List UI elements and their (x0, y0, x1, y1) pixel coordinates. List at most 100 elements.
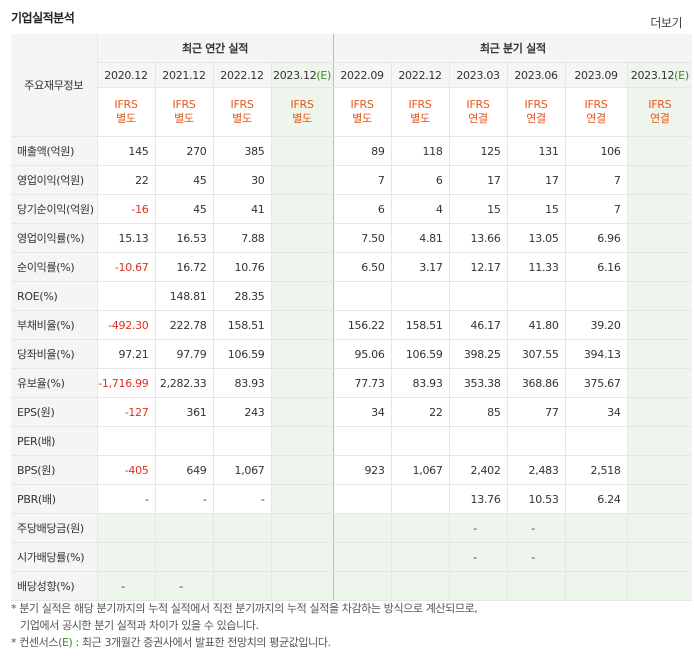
table-cell (271, 426, 334, 456)
table-cell (271, 194, 334, 224)
table-cell (391, 542, 450, 572)
table-cell (627, 165, 693, 195)
table-cell: -405 (97, 455, 156, 485)
row-label: 시가배당률(%) (11, 542, 98, 572)
table-cell (333, 281, 392, 311)
ifrs-label: IFRS 별도 (391, 87, 450, 137)
table-cell (271, 281, 334, 311)
ifrs-label: IFRS 별도 (271, 87, 334, 137)
table-row: 부채비율(%) -492.30 222.78 158.51 156.22 158.51 46… (11, 310, 693, 340)
row-label: BPS(원) (11, 455, 98, 485)
period-header: 2022.09 (333, 62, 392, 88)
row-label: 부채비율(%) (11, 310, 98, 340)
table-cell (391, 571, 450, 601)
table-cell: 145 (97, 136, 156, 166)
table-row: BPS(원) -405 649 1,067 923 1,067 2,402 2,483 2,51… (11, 455, 693, 485)
row-label: EPS(원) (11, 397, 98, 427)
table-cell: 97.21 (97, 339, 156, 369)
ifrs-label: IFRS 연결 (507, 87, 566, 137)
table-cell: 353.38 (449, 368, 508, 398)
table-cell: 46.17 (449, 310, 508, 340)
table-cell: 385 (213, 136, 272, 166)
table-cell (507, 426, 566, 456)
table-cell (271, 397, 334, 427)
table-row: 순이익률(%) -10.67 16.72 10.76 6.50 3.17 12.17 11.3… (11, 252, 693, 282)
table-row: 당좌비율(%) 97.21 97.79 106.59 95.06 106.59 398.25… (11, 339, 693, 369)
row-label: 매출액(억원) (11, 136, 98, 166)
consensus-note: * 컨센서스(E) : 최근 3개월간 증권사에서 발표한 전망치의 평균값입니… (11, 636, 331, 649)
table-cell (449, 426, 508, 456)
period-header: 2023.12(E) (271, 62, 334, 88)
table-cell: 368.86 (507, 368, 566, 398)
table-cell: 17 (507, 165, 566, 195)
note-line-2: 기업에서 공시한 분기 실적과 차이가 있을 수 있습니다. (20, 619, 259, 632)
period-header: 2020.12 (97, 62, 156, 88)
table-cell: 45 (155, 194, 214, 224)
table-cell: 83.93 (391, 368, 450, 398)
quarterly-group-header: 최근 분기 실적 (333, 34, 693, 63)
table-cell: 34 (333, 397, 392, 427)
table-row: 시가배당률(%) - - (11, 542, 693, 572)
table-cell: - (449, 513, 508, 543)
table-cell: 34 (565, 397, 628, 427)
table-cell: 3.17 (391, 252, 450, 282)
table-cell: - (449, 542, 508, 572)
table-cell (271, 455, 334, 485)
table-cell: 4.81 (391, 223, 450, 253)
table-cell: 158.51 (213, 310, 272, 340)
table-cell: 22 (391, 397, 450, 427)
table-cell: 106.59 (391, 339, 450, 369)
table-cell (271, 310, 334, 340)
row-label: 유보율(%) (11, 368, 98, 398)
row-label: 주당배당금(원) (11, 513, 98, 543)
table-cell: 89 (333, 136, 392, 166)
ifrs-label: IFRS 별도 (213, 87, 272, 137)
ifrs-label: IFRS 별도 (333, 87, 392, 137)
row-label: 영업이익(억원) (11, 165, 98, 195)
table-cell: 15 (449, 194, 508, 224)
table-cell: 394.13 (565, 339, 628, 369)
table-cell (391, 281, 450, 311)
table-cell: 16.72 (155, 252, 214, 282)
table-row: ROE(%) 148.81 28.35 (11, 281, 693, 311)
table-cell: - (507, 513, 566, 543)
table-cell (627, 426, 693, 456)
table-cell (565, 426, 628, 456)
table-cell: 7 (565, 165, 628, 195)
table-cell: 11.33 (507, 252, 566, 282)
row-label: 당기순이익(억원) (11, 194, 98, 224)
table-cell (155, 513, 214, 543)
table-cell: 375.67 (565, 368, 628, 398)
period-header: 2022.12 (391, 62, 450, 88)
row-label: ROE(%) (11, 281, 98, 311)
table-cell: 13.76 (449, 484, 508, 514)
table-cell: 158.51 (391, 310, 450, 340)
note-line-1: * 분기 실적은 해당 분기까지의 누적 실적에서 직전 분기까지의 누적 실적… (11, 602, 478, 615)
table-cell (333, 484, 392, 514)
table-cell: 6 (391, 165, 450, 195)
table-cell: 649 (155, 455, 214, 485)
row-label: PER(배) (11, 426, 98, 456)
table-cell: -16 (97, 194, 156, 224)
ifrs-label: IFRS 연결 (627, 87, 693, 137)
table-cell (271, 136, 334, 166)
table-cell: 2,402 (449, 455, 508, 485)
table-cell: 2,518 (565, 455, 628, 485)
table-cell (271, 339, 334, 369)
table-cell: 17 (449, 165, 508, 195)
table-cell (97, 281, 156, 311)
table-cell: -10.67 (97, 252, 156, 282)
more-link[interactable]: 더보기 (650, 16, 682, 30)
table-cell: 398.25 (449, 339, 508, 369)
table-cell: - (507, 542, 566, 572)
table-cell (271, 513, 334, 543)
table-row: 주당배당금(원) - - (11, 513, 693, 543)
table-cell (391, 426, 450, 456)
table-cell: 97.79 (155, 339, 214, 369)
table-cell: -1,716.99 (97, 368, 156, 398)
ifrs-label: IFRS 연결 (565, 87, 628, 137)
table-cell: -127 (97, 397, 156, 427)
table-cell (627, 368, 693, 398)
row-header: 주요재무정보 (11, 34, 98, 137)
table-cell (565, 281, 628, 311)
